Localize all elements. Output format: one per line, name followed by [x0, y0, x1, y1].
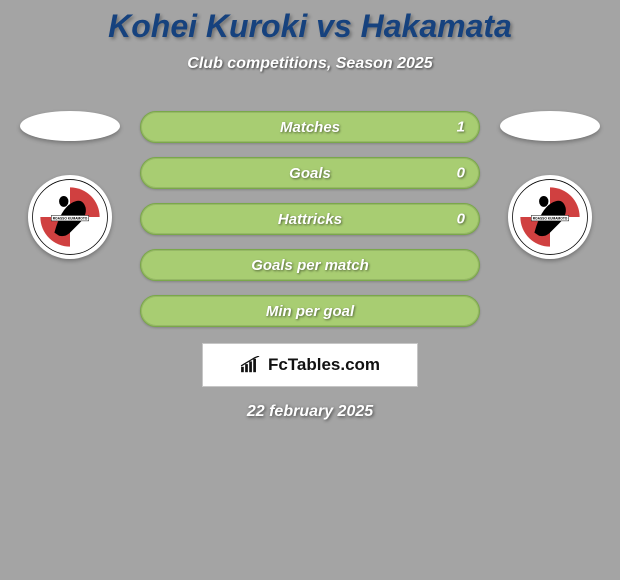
date-label: 22 february 2025 [0, 403, 620, 421]
stat-bar-min-per-goal: Min per goal [140, 295, 480, 327]
bar-label: Goals per match [251, 257, 369, 274]
brand-badge[interactable]: FcTables.com [202, 343, 418, 387]
stats-card: Kohei Kuroki vs Hakamata Club competitio… [0, 0, 620, 580]
stat-bar-goals-per-match: Goals per match [140, 249, 480, 281]
bar-label: Matches [280, 119, 340, 136]
right-flag-icon [500, 111, 600, 141]
svg-text:ROASSO KUMAMOTO: ROASSO KUMAMOTO [53, 217, 88, 221]
stat-bar-hattricks: Hattricks 0 [140, 203, 480, 235]
main-row: ROASSO KUMAMOTO Matches 1 Goals 0 Hattri… [0, 111, 620, 327]
stats-bars: Matches 1 Goals 0 Hattricks 0 Goals per … [140, 111, 480, 327]
svg-text:ROASSO KUMAMOTO: ROASSO KUMAMOTO [533, 217, 568, 221]
bar-label: Min per goal [266, 303, 354, 320]
brand-text: FcTables.com [268, 355, 380, 375]
bar-label: Hattricks [278, 211, 342, 228]
stat-bar-goals: Goals 0 [140, 157, 480, 189]
bars-icon [240, 356, 262, 374]
right-club-logo: ROASSO KUMAMOTO [508, 175, 592, 259]
left-club-logo: ROASSO KUMAMOTO [28, 175, 112, 259]
bar-value: 1 [457, 119, 465, 136]
club-badge-icon: ROASSO KUMAMOTO [31, 178, 109, 256]
stat-bar-matches: Matches 1 [140, 111, 480, 143]
page-title: Kohei Kuroki vs Hakamata [0, 8, 620, 45]
club-badge-icon: ROASSO KUMAMOTO [511, 178, 589, 256]
left-player-col: ROASSO KUMAMOTO [20, 111, 120, 259]
subtitle: Club competitions, Season 2025 [0, 55, 620, 73]
bar-value: 0 [457, 211, 465, 228]
right-player-col: ROASSO KUMAMOTO [500, 111, 600, 259]
bar-value: 0 [457, 165, 465, 182]
bar-label: Goals [289, 165, 331, 182]
left-flag-icon [20, 111, 120, 141]
